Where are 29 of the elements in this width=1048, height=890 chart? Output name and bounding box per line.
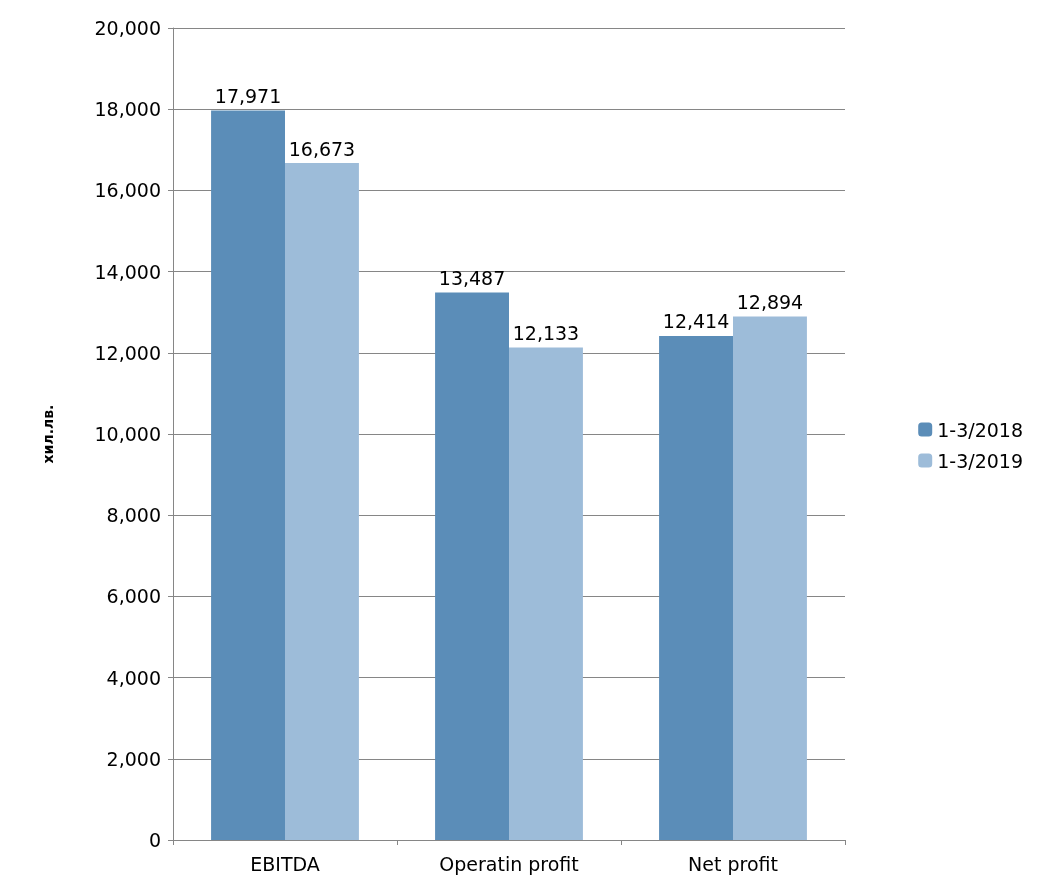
bar <box>659 335 733 840</box>
data-label: 12,414 <box>662 310 730 333</box>
bar <box>509 347 583 840</box>
y-tick-label: 6,000 <box>106 585 161 608</box>
x-tick-label: EBITDA <box>250 852 320 875</box>
legend-label: 1-3/2018 <box>937 418 1024 441</box>
y-tick-label: 4,000 <box>106 666 161 689</box>
data-label: 13,487 <box>438 266 506 289</box>
bar <box>211 110 285 840</box>
y-tick-label: 8,000 <box>106 504 161 527</box>
data-label: 12,894 <box>736 291 804 313</box>
y-tick-label: 2,000 <box>106 747 161 770</box>
x-tick-label: Operatin profit <box>439 852 579 875</box>
x-tick-label: Net profit <box>688 852 778 875</box>
bar <box>285 163 359 840</box>
legend-label: 1-3/2019 <box>937 449 1024 472</box>
y-tick-label: 10,000 <box>94 423 161 445</box>
y-tick-label: 18,000 <box>94 98 161 121</box>
data-label: 17,971 <box>214 84 282 107</box>
data-label: 16,673 <box>288 137 356 160</box>
y-tick-label: 20,000 <box>94 17 161 39</box>
y-axis-title: хил.лв. <box>40 404 56 464</box>
y-tick-label: 12,000 <box>94 341 161 364</box>
y-tick-label: 14,000 <box>94 260 161 283</box>
data-label: 12,133 <box>512 321 580 344</box>
y-tick-label: 0 <box>148 829 161 851</box>
bar <box>733 316 807 840</box>
bar <box>435 292 509 840</box>
y-tick-label: 16,000 <box>94 179 161 202</box>
